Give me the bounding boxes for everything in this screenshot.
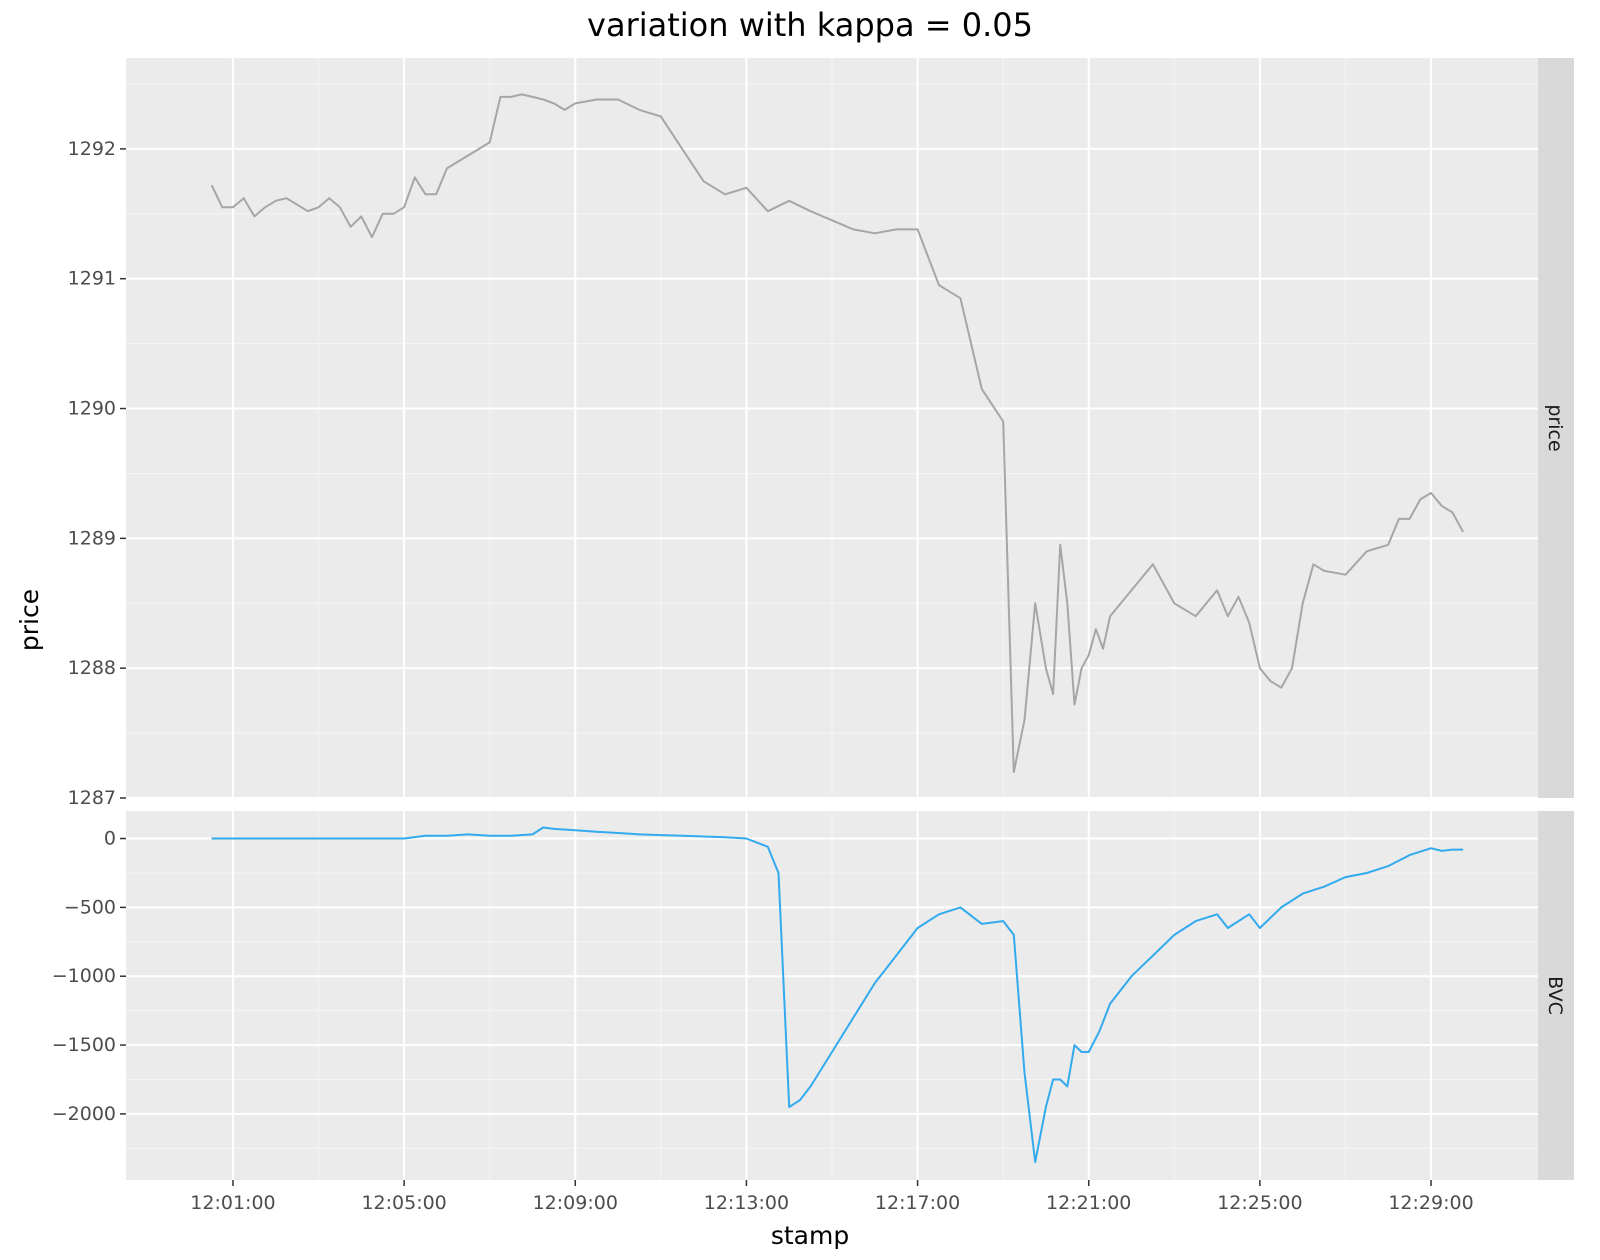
y-tick-label: 1291 xyxy=(68,268,116,290)
x-tick-label: 12:05:00 xyxy=(361,1192,446,1214)
facet-price: 1287 1288 1289 1290 1291 1292 price xyxy=(68,58,1574,809)
facet-strip xyxy=(1538,58,1574,798)
x-tick-label: 12:25:00 xyxy=(1217,1192,1302,1214)
facet-strip xyxy=(1538,811,1574,1180)
x-tick-label: 12:01:00 xyxy=(190,1192,275,1214)
y-tick-label: 1290 xyxy=(68,398,116,420)
y-tick-label: −1000 xyxy=(52,965,116,987)
x-tick-label: 12:17:00 xyxy=(875,1192,960,1214)
x-axis-title: stamp xyxy=(771,1221,849,1250)
facet-bvc: 0 −500 −1000 −1500 −2000 BVC xyxy=(52,811,1574,1180)
y-tick-label: −1500 xyxy=(52,1034,116,1056)
y-tick-label: 0 xyxy=(104,828,116,850)
y-tick-label: 1288 xyxy=(68,657,116,679)
x-tick-label: 12:29:00 xyxy=(1388,1192,1473,1214)
facet-strip-label: price xyxy=(1544,404,1566,451)
y-tick-label: 1289 xyxy=(68,527,116,549)
x-tick-label: 12:21:00 xyxy=(1046,1192,1131,1214)
y-tick-label: 1287 xyxy=(68,787,116,809)
y-tick-label: −500 xyxy=(64,896,116,918)
x-tick-label: 12:13:00 xyxy=(704,1192,789,1214)
facet-strip-label: BVC xyxy=(1544,976,1566,1015)
y-tick-label: −2000 xyxy=(52,1103,116,1125)
x-axis: 12:01:00 12:05:00 12:09:00 12:13:00 12:17:00… xyxy=(190,1180,1474,1214)
chart-title: variation with kappa = 0.05 xyxy=(587,6,1033,44)
series-line-bvc xyxy=(211,826,1464,1164)
y-tick-label: 1292 xyxy=(68,138,116,160)
series-line-price xyxy=(210,93,1464,773)
facet-panels: 1287 1288 1289 1290 1291 1292 price 0 −500 −1000 −… xyxy=(52,58,1574,1180)
x-tick-label: 12:09:00 xyxy=(533,1192,618,1214)
y-axis-title: price xyxy=(15,589,44,651)
